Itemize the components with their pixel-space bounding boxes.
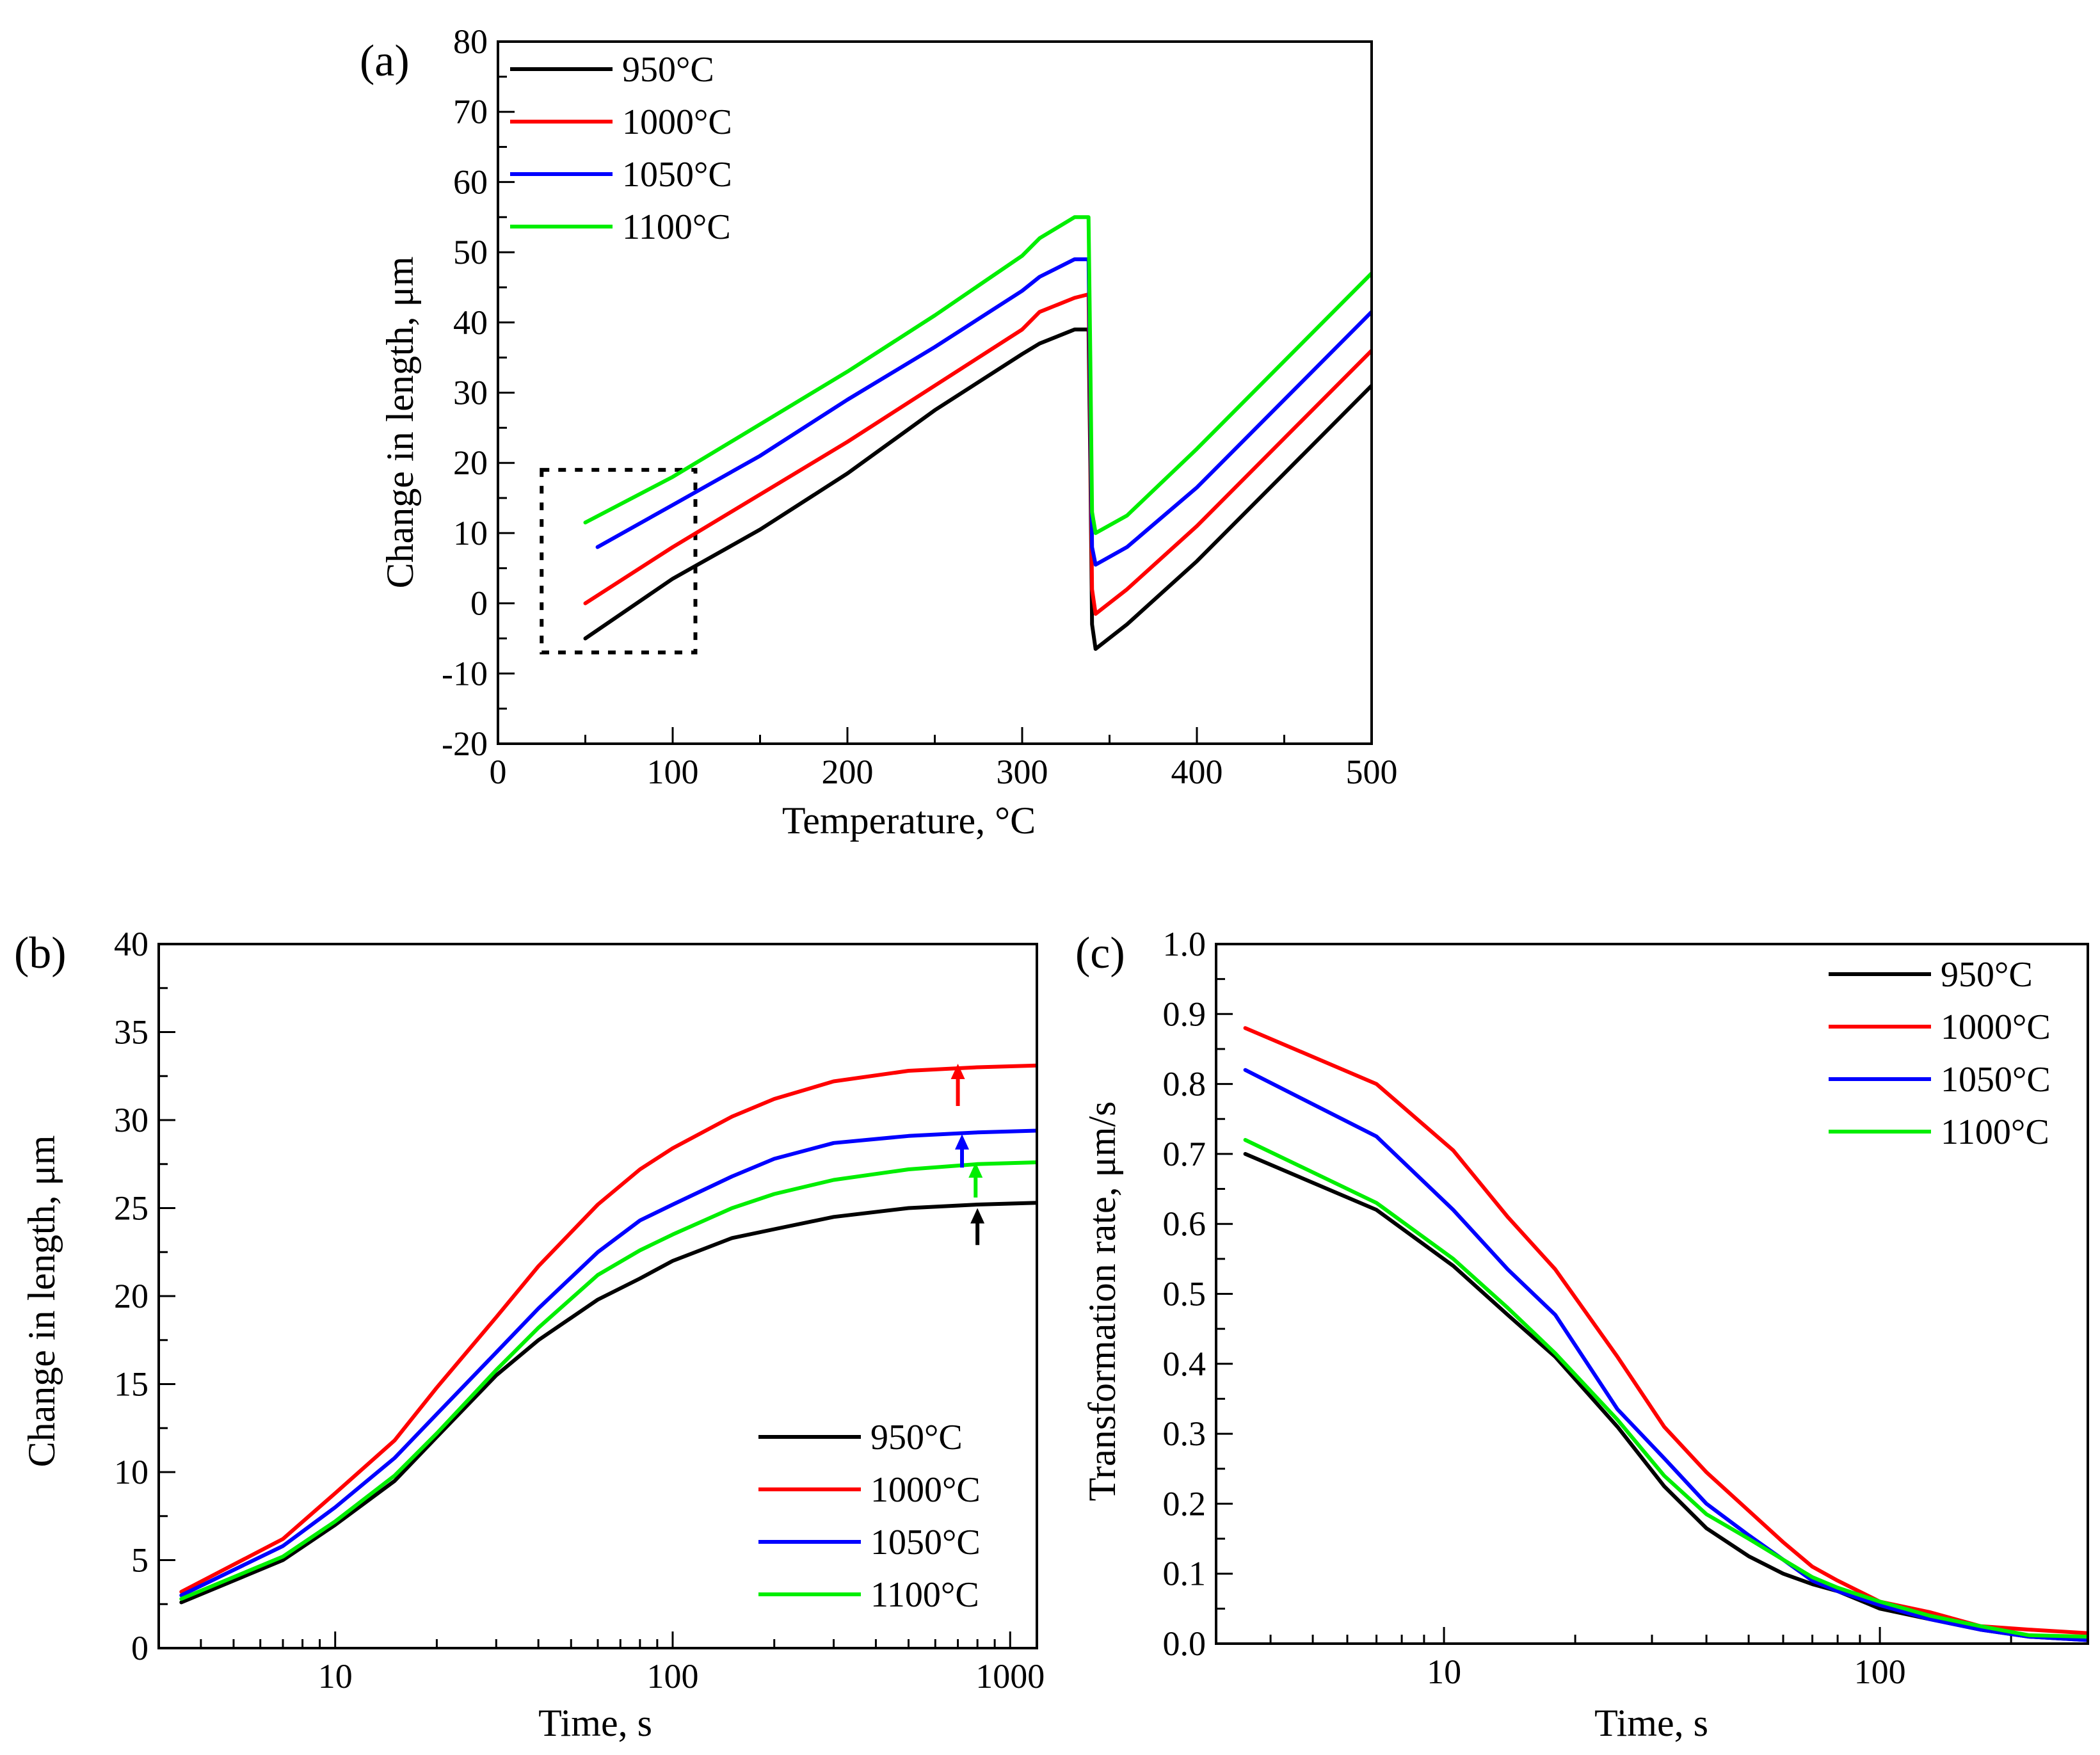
- panel-a-y-tick-label: 60: [453, 163, 488, 201]
- panel-b-y-tick-label: 10: [114, 1453, 148, 1491]
- panel-c-plot-area: 10 100 0.0 0.1 0.2 0.3 0.4 0.5 0.6 0.7 0.8 0.9 1.0: [1163, 925, 2089, 1691]
- panel-c-series-1000: [1243, 1026, 2088, 1635]
- panel-b-y-tick-label: 5: [131, 1541, 148, 1580]
- panel-a-y-tick-label: 30: [453, 374, 488, 412]
- panel-c-y-tick-label: 0.4: [1163, 1345, 1206, 1383]
- panel-a-legend-label-1100: 1100°C: [622, 207, 731, 247]
- panel-a-y-tick-label: 50: [453, 233, 488, 271]
- panel-b-legend-label-1100: 1100°C: [870, 1575, 979, 1615]
- panel-b-legend: 950°C 1000°C 1050°C 1100°C: [758, 1418, 981, 1615]
- panel-b-arrow-head: [968, 1162, 983, 1178]
- panel-a-x-axis-title: Temperature, °C: [782, 799, 1036, 842]
- panel-a-frame: [497, 40, 1373, 745]
- panel-a-y-tick-label: 20: [453, 444, 488, 482]
- panel-c-y-tick-label: 1.0: [1163, 925, 1206, 963]
- panel-a-x-tick-label: 300: [997, 753, 1048, 791]
- panel-a-x-tick-label: 500: [1346, 753, 1398, 791]
- panel-a-dashed-box: [540, 468, 698, 655]
- panel-a-y-tick-label: 40: [453, 303, 488, 342]
- panel-c-frame: [1215, 943, 2089, 1645]
- panel-b-series-group: [179, 1063, 1037, 1605]
- panel-c-y-tick-label: 0.1: [1163, 1555, 1206, 1593]
- panel-c-y-tick-label: 0.2: [1163, 1484, 1206, 1523]
- panel-c-y-tick-label: 0.9: [1163, 995, 1206, 1033]
- panel-b-y-tick-label: 25: [114, 1189, 148, 1228]
- panel-a-legend-label-1000: 1000°C: [622, 102, 732, 142]
- panel-b-x-tick-label: 100: [646, 1657, 698, 1695]
- panel-b-y-tick-label: 40: [114, 925, 148, 963]
- panel-a-series-1000: [583, 292, 1372, 616]
- panel-a-y-tick-label: 80: [453, 22, 488, 61]
- panel-b-label: (b): [14, 929, 67, 978]
- panel-c-y-tick-label: 0.3: [1163, 1414, 1206, 1453]
- panel-a-plot-area: 0 100 200 300 400 500 -20 -10 0 10 20 30 40 50 60 70 80: [442, 22, 1397, 791]
- panel-a-legend: 950°C 1000°C 1050°C 1100°C: [510, 50, 732, 247]
- panel-a-y-tick-label: -20: [442, 725, 488, 763]
- panel-a-y-tick-label: 70: [453, 93, 488, 131]
- panel-c-series-group: [1243, 1026, 2088, 1642]
- panel-b-arrow-head: [955, 1134, 970, 1150]
- panel-a-y-tick-label: 10: [453, 514, 488, 552]
- panel-a-legend-label-1050: 1050°C: [622, 155, 732, 195]
- panel-c-x-axis-title: Time, s: [1594, 1702, 1708, 1744]
- panel-c-legend-label-950: 950°C: [1941, 955, 2033, 995]
- panel-c-y-tick-label: 0.8: [1163, 1065, 1206, 1103]
- panel-a-x-tick-label: 400: [1171, 753, 1223, 791]
- panel-c: 10 100 0.0 0.1 0.2 0.3 0.4 0.5 0.6 0.7 0.8 0.9 1.0 (…: [1075, 925, 2089, 1744]
- panel-b-y-axis-title: Change in length, μm: [20, 1135, 63, 1468]
- panel-c-series-1100: [1243, 1138, 2088, 1639]
- panel-b-legend-label-1050: 1050°C: [870, 1523, 981, 1562]
- panel-b-plot-area: 10 100 1000 0 5 10 15 20 25 30 35 40: [114, 925, 1045, 1695]
- panel-a-series-1100: [583, 215, 1372, 535]
- panel-c-series-950: [1243, 1151, 2088, 1642]
- panel-c-y-tick-label: 0.0: [1163, 1624, 1206, 1663]
- panel-b-y-tick-label: 15: [114, 1365, 148, 1404]
- panel-b-y-tick-label: 0: [131, 1629, 148, 1667]
- panel-b-series-1100: [179, 1160, 1037, 1601]
- panel-b-y-tick-label: 35: [114, 1013, 148, 1052]
- panel-c-series-1050: [1243, 1068, 2088, 1642]
- panel-a-series-950: [583, 327, 1372, 651]
- panel-a-series-group: [583, 215, 1372, 651]
- panel-b-y-tick-label: 20: [114, 1277, 148, 1315]
- panel-c-y-tick-label: 0.5: [1163, 1275, 1206, 1313]
- panel-c-x-tick-label: 100: [1854, 1653, 1906, 1691]
- panel-b-legend-label-950: 950°C: [870, 1418, 963, 1457]
- panel-c-y-tick-label: 0.7: [1163, 1135, 1206, 1173]
- panel-c-y-tick-label: 0.6: [1163, 1205, 1206, 1243]
- panel-a: 0 100 200 300 400 500-20-1001020304050607080 …: [360, 22, 1398, 842]
- panel-b-y-tick-label: 30: [114, 1101, 148, 1139]
- panel-b-x-tick-label: 1000: [975, 1657, 1045, 1695]
- panel-b-arrow-head: [970, 1208, 985, 1224]
- panel-b-x-axis-title: Time, s: [538, 1702, 652, 1744]
- panel-c-y-axis-title: Transformation rate, μm/s: [1081, 1102, 1123, 1502]
- panel-c-legend-label-1000: 1000°C: [1941, 1007, 2051, 1047]
- panel-a-x-tick-label: 100: [647, 753, 699, 791]
- panel-b-series-1050: [179, 1128, 1037, 1598]
- panel-b: 10 100 1000 0 5 10 15 20 25 30 35 40 (b) Time, s Ch…: [14, 925, 1045, 1744]
- panel-c-label: (c): [1075, 929, 1125, 978]
- panel-a-legend-label-950: 950°C: [622, 50, 714, 90]
- panel-b-frame: [157, 943, 1038, 1649]
- panel-a-series-1050: [595, 257, 1372, 567]
- panel-c-legend: 950°C 1000°C 1050°C 1100°C: [1829, 955, 2051, 1152]
- panel-a-x-tick-label: 200: [822, 753, 874, 791]
- panel-a-y-tick-label: 0: [470, 584, 488, 623]
- panel-b-series-1000: [179, 1063, 1037, 1594]
- panel-a-x-tick-label: 0: [490, 753, 507, 791]
- panel-b-legend-label-1000: 1000°C: [870, 1470, 981, 1510]
- panel-b-x-tick-label: 10: [318, 1657, 353, 1695]
- panel-c-x-tick-label: 10: [1427, 1653, 1461, 1691]
- panel-a-y-axis-title: Change in length, μm: [379, 257, 421, 589]
- panel-c-legend-label-1100: 1100°C: [1941, 1112, 2049, 1152]
- panel-a-y-tick-label: -10: [442, 654, 488, 693]
- panel-b-arrow-head: [950, 1064, 965, 1079]
- panel-a-label: (a): [360, 36, 410, 86]
- panel-b-series-950: [179, 1201, 1037, 1605]
- panel-c-legend-label-1050: 1050°C: [1941, 1060, 2051, 1100]
